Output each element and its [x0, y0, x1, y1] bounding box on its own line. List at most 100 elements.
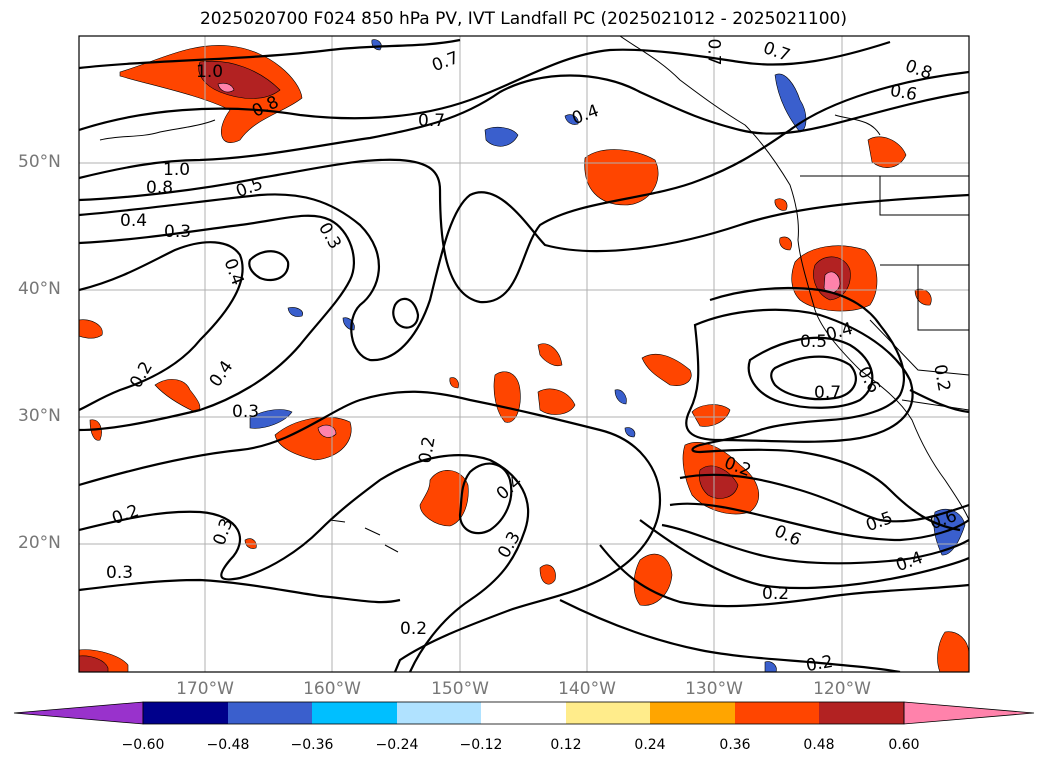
contour-label: 0.3: [232, 402, 260, 422]
pv-shading: [79, 39, 969, 672]
colorbar: [13, 701, 1035, 725]
colorbar-tick-label: −0.48: [206, 737, 250, 753]
contour-line: [458, 462, 513, 535]
contour-line: [79, 191, 969, 362]
pv-negative-area: [249, 409, 293, 429]
contour-line: [79, 38, 461, 70]
contour-line: [909, 389, 969, 414]
contour-line: [79, 578, 401, 604]
pv-positive-area: [79, 319, 103, 339]
colorbar-swatch: [312, 702, 397, 724]
contour-label: 0.4: [120, 211, 148, 231]
lat-label-30n: 30°N: [18, 406, 61, 426]
pv-positive-area: [641, 354, 692, 386]
colorbar-tick-label: 0.60: [888, 737, 920, 753]
lon-label-160w: 160°W: [303, 679, 361, 699]
colorbar-swatch: [228, 702, 312, 724]
pv-positive-area: [779, 236, 792, 251]
contour-line: [685, 308, 914, 443]
contour-line: [770, 355, 857, 401]
pv-positive-area: [937, 631, 969, 672]
contour-label: 0.7: [703, 38, 724, 66]
pv-positive-area: [633, 553, 673, 606]
colorbar-swatch: [481, 702, 566, 724]
contour-line: [79, 40, 891, 132]
contour-label: 0.2: [400, 619, 428, 639]
gridlines: [79, 36, 969, 672]
pv-negative-area: [484, 126, 519, 147]
contour-line: [79, 70, 969, 304]
colorbar-tick-label: −0.12: [459, 737, 503, 753]
contour-line: [79, 214, 355, 432]
pv-positive-area: [537, 388, 576, 415]
pv-strong-area: [198, 60, 281, 99]
lon-label-170w: 170°W: [176, 679, 234, 699]
lat-label-50n: 50°N: [18, 152, 61, 172]
contour-line: [248, 250, 290, 282]
contour-label: 0.7: [418, 111, 446, 131]
pv-positive-area: [867, 136, 907, 168]
contour-label: 0.2: [762, 584, 790, 604]
pv-positive-area: [537, 343, 563, 367]
colorbar-swatch: [903, 701, 1035, 725]
coastlines: [99, 36, 969, 553]
colorbar-swatch: [650, 702, 735, 724]
pv-peak-area: [217, 82, 235, 93]
chart-title: 2025020700 F024 850 hPa PV, IVT Landfall…: [199, 9, 847, 29]
contour-line: [691, 286, 961, 532]
lon-label-120w: 120°W: [813, 679, 871, 699]
pv-positive-area: [419, 470, 469, 527]
colorbar-tick-label: 0.12: [550, 737, 582, 753]
lat-label-40n: 40°N: [18, 279, 61, 299]
map-frame: [78, 35, 970, 673]
pv-negative-area: [624, 427, 636, 438]
colorbar-swatch: [13, 701, 144, 725]
contour-line: [679, 473, 969, 523]
pv-negative-area: [564, 114, 579, 125]
contour-line: [639, 519, 969, 590]
pv-negative-area: [287, 307, 303, 317]
colorbar-tick-label: 0.36: [719, 737, 751, 753]
contour-line: [669, 502, 969, 542]
pv-positive-area: [691, 404, 731, 427]
colorbar-swatch: [143, 702, 228, 724]
colorbar-tick-label: −0.60: [121, 737, 165, 753]
colorbar-swatch: [397, 702, 481, 724]
contour-line: [79, 74, 969, 180]
contour-label: 0.7: [814, 383, 842, 403]
contour-label: 1.0: [163, 160, 191, 180]
contour-line: [79, 390, 662, 672]
contour-line: [392, 297, 420, 329]
colorbar-tick-label: 0.24: [634, 737, 666, 753]
lon-label-140w: 140°W: [558, 679, 616, 699]
pv-positive-area: [774, 198, 788, 211]
pv-negative-area: [614, 389, 627, 405]
lon-label-130w: 130°W: [685, 679, 743, 699]
colorbar-swatch: [735, 702, 819, 724]
contour-line: [559, 599, 901, 672]
colorbar-tick-label: −0.24: [375, 737, 419, 753]
pv-negative-area: [774, 73, 807, 133]
lat-label-20n: 20°N: [18, 533, 61, 553]
contour-label: 0.5: [800, 332, 828, 352]
contour-label: 0.3: [164, 222, 192, 242]
pv-positive-area: [449, 377, 459, 389]
contour-line: [79, 241, 244, 412]
contour-label: 1.0: [196, 62, 224, 82]
lon-label-150w: 150°W: [431, 679, 489, 699]
colorbar-swatch: [566, 702, 650, 724]
pv-positive-area: [154, 379, 201, 413]
contour-line: [599, 544, 969, 608]
colorbar-tick-label: −0.36: [290, 737, 334, 753]
contour-line: [79, 454, 530, 672]
contour-line: [661, 523, 969, 565]
pc-contours: [79, 38, 969, 672]
map-background: [79, 36, 969, 672]
contour-label: 0.8: [146, 178, 174, 198]
colorbar-swatch: [819, 702, 904, 724]
pv-strong-area: [79, 655, 109, 672]
contour-label: 0.3: [106, 563, 134, 583]
pv-positive-area: [539, 564, 556, 585]
colorbar-tick-label: 0.48: [803, 737, 835, 753]
